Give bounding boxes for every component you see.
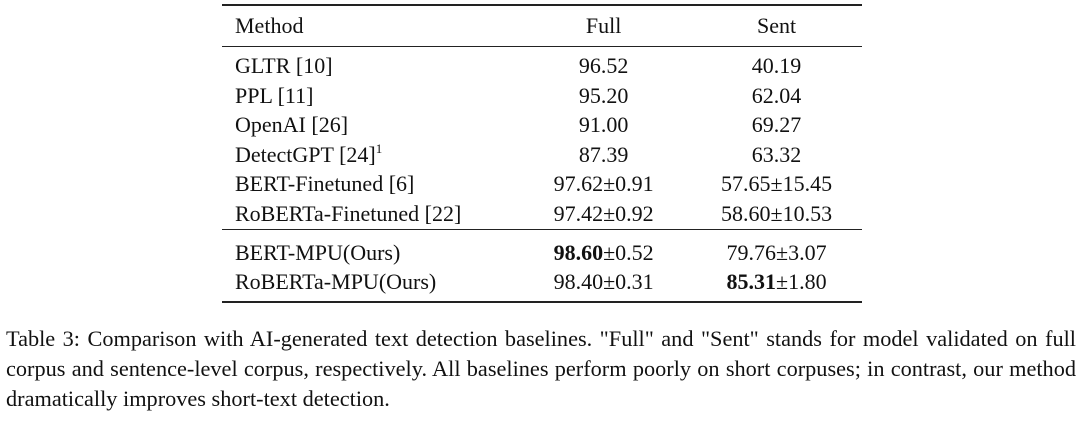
header-row: Method Full Sent (222, 5, 862, 47)
row-group: GLTR [10] 96.52 40.19 PPL [11] 95.20 62.04 Ope… (222, 47, 862, 230)
table-cell: 97.42±0.92 (553, 200, 654, 226)
table-cell: 98.60±0.52 (516, 229, 691, 267)
table-cell: 58.60±10.53 (721, 200, 833, 226)
table-cell: 63.32 (751, 141, 802, 167)
footnote-mark: 1 (375, 140, 383, 156)
table-row: RoBERTa-MPU(Ours) 98.40±0.31 85.31±1.80 (222, 267, 862, 302)
table-cell: RoBERTa-Finetuned [22] (235, 200, 462, 226)
table-cell: RoBERTa-MPU(Ours) (235, 269, 437, 295)
header-cell: Method (235, 13, 304, 38)
header-cell: Full (585, 13, 622, 38)
row-group: BERT-MPU(Ours) 98.60±0.52 79.76±3.07 RoBERT… (222, 229, 862, 302)
cell-text: ±1.80 (776, 269, 827, 295)
table-row: BERT-MPU(Ours) 98.60±0.52 79.76±3.07 (222, 229, 862, 267)
table-cell: BERT-MPU(Ours) (235, 239, 401, 265)
table-header: Method Full Sent (222, 5, 862, 47)
table-cell: 85.31±1.80 (691, 267, 862, 302)
table-row: DetectGPT [24]1 87.39 63.32 (222, 140, 862, 170)
cell-text: ±0.52 (603, 239, 654, 265)
table-cell: 96.52 (578, 53, 629, 78)
table-cell: 62.04 (751, 82, 802, 108)
best-value: 85.31 (726, 269, 777, 295)
cell-text: DetectGPT [24] (235, 141, 376, 167)
table-cell: 69.27 (751, 112, 802, 138)
table-row: RoBERTa-Finetuned [22] 97.42±0.92 58.60±10… (222, 199, 862, 229)
header-cell: Sent (756, 13, 797, 38)
table-cell: GLTR [10] (235, 53, 333, 78)
table-cell: 97.62±0.91 (553, 171, 654, 197)
table-cell: 57.65±15.45 (721, 171, 833, 197)
table-cell: 91.00 (578, 112, 629, 138)
best-value: 98.60 (553, 239, 604, 265)
table-row: GLTR [10] 96.52 40.19 (222, 47, 862, 81)
table-cell: DetectGPT [24]1 (222, 140, 516, 170)
table-cell: PPL [11] (235, 82, 314, 108)
table-cell: 87.39 (578, 141, 629, 167)
table-cell: 98.40±0.31 (553, 269, 654, 295)
table-row: OpenAI [26] 91.00 69.27 (222, 110, 862, 140)
table-caption: Table 3: Comparison with AI-generated te… (6, 326, 1076, 411)
table-cell: BERT-Finetuned [6] (235, 171, 415, 197)
table-row: BERT-Finetuned [6] 97.62±0.91 57.65±15.45 (222, 169, 862, 199)
table-cell: OpenAI [26] (235, 112, 349, 138)
table-cell: 95.20 (578, 82, 629, 108)
table-cell: 40.19 (751, 53, 802, 78)
table-row: PPL [11] 95.20 62.04 (222, 81, 862, 111)
table-cell: 79.76±3.07 (726, 239, 827, 265)
results-table: Method Full Sent GLTR [10] 96.52 40.19 PPL [1… (222, 4, 862, 303)
